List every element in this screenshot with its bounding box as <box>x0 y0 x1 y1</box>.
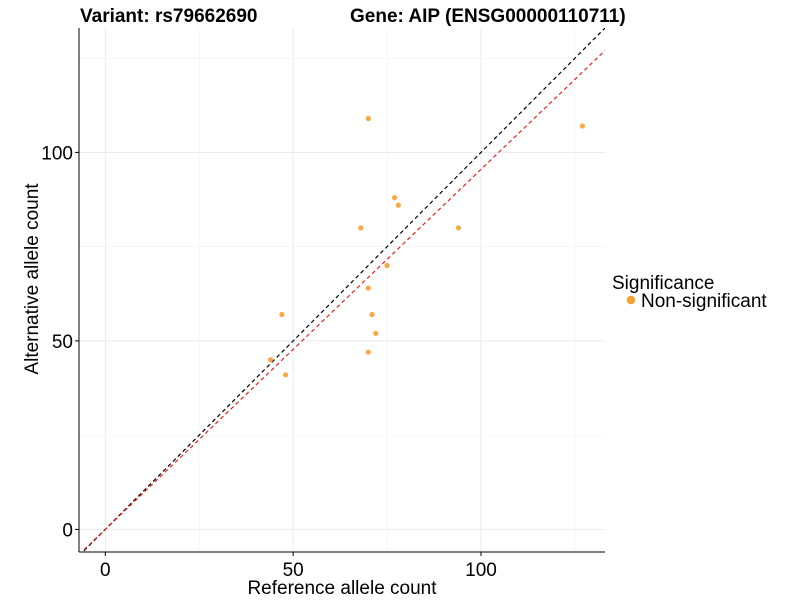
grid-layer <box>79 28 605 552</box>
data-point <box>365 285 371 291</box>
title-variant: Variant: rs79662690 <box>80 6 257 27</box>
y-tick-label: 0 <box>62 520 73 541</box>
reference-line-group <box>80 28 605 552</box>
x-tick-label: 50 <box>283 560 304 581</box>
x-tick-label: 0 <box>100 560 111 581</box>
x-axis-title: Reference allele count <box>247 578 437 599</box>
reference-line-fit <box>80 50 605 552</box>
data-point <box>369 311 375 318</box>
y-axis-title: Alternative allele count <box>22 183 43 375</box>
legend-title: Significance <box>612 273 714 294</box>
data-point <box>279 311 285 318</box>
reference-lines <box>80 28 605 552</box>
y-tick-label: 100 <box>41 143 73 164</box>
data-point <box>579 123 586 129</box>
axes: 0 50 100 0 50 100 <box>41 28 605 581</box>
reference-line-identity <box>81 28 605 552</box>
data-point <box>392 195 398 201</box>
legend-swatch <box>626 295 636 305</box>
data-point <box>283 372 289 378</box>
data-point <box>384 262 390 269</box>
data-point <box>455 225 462 231</box>
data-point <box>395 202 401 208</box>
legend-label-non-significant: Non-significant <box>641 291 767 312</box>
legend: Significance Non-significant <box>612 273 767 312</box>
data-point <box>365 115 371 122</box>
data-point <box>365 349 371 355</box>
data-point <box>358 225 364 231</box>
data-points <box>268 115 586 378</box>
x-tick-label: 100 <box>465 560 497 581</box>
data-point <box>268 357 274 363</box>
data-point <box>373 330 379 336</box>
y-tick-label: 50 <box>52 332 73 353</box>
title-gene: Gene: AIP (ENSG00000110711) <box>350 6 626 27</box>
